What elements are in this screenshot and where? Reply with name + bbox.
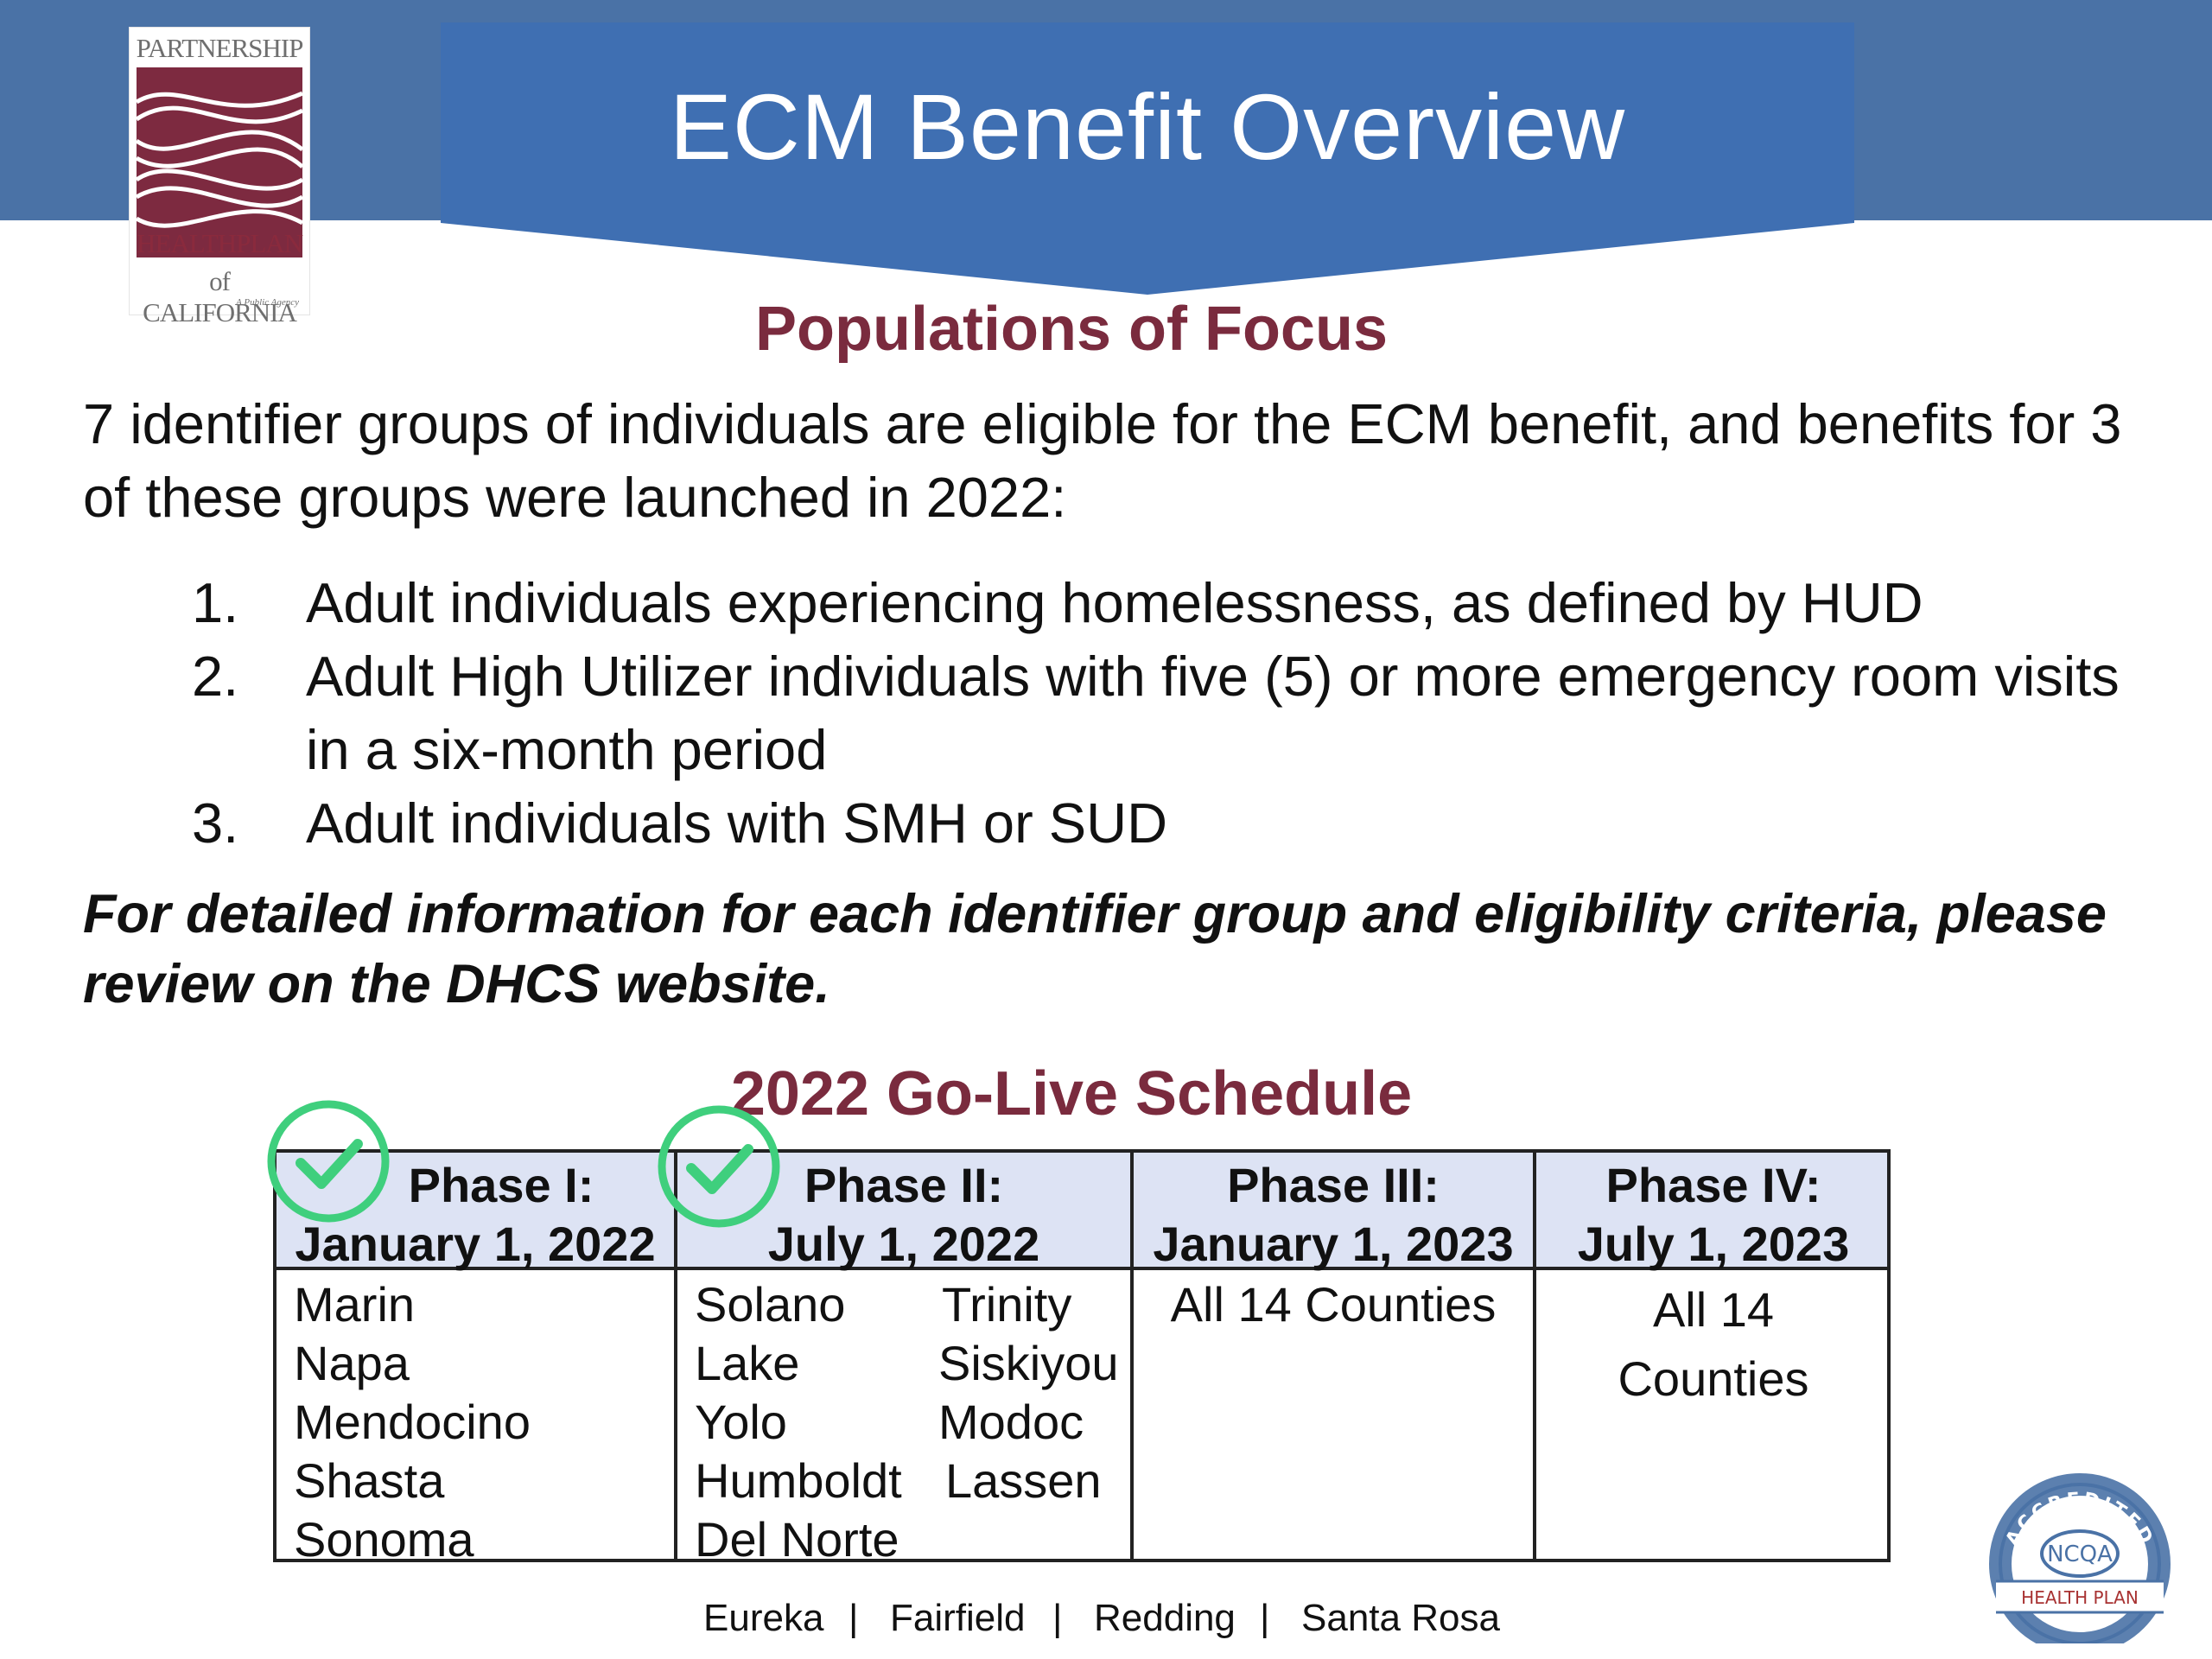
county-text: Counties [1618,1351,1809,1406]
schedule-table: Phase I: January 1, 2022 Phase II: July … [273,1149,1891,1567]
phase-3-counties: All 14 Counties [1170,1277,1497,1332]
phase-2-header: Phase II: July 1, 2022 [677,1156,1130,1274]
phase-2-counties-left: Solano Lake Yolo Humboldt Del Norte [695,1275,902,1569]
list-text: Adult High Utilizer individuals with fiv… [306,645,2120,781]
phase-label: Phase II: [804,1158,1004,1212]
logo-top-text: PARTNERSHIP [136,33,304,63]
identifier-group-list: 1. Adult individuals experiencing homele… [192,566,2127,860]
column-divider [1533,1153,1536,1559]
county-name: Lassen [945,1453,1102,1508]
phase-date: July 1, 2023 [1577,1217,1850,1271]
phase-2-counties-right: Trinity Siskiyou Modoc Lassen [938,1275,1119,1510]
partnership-logo: PARTNERSHIP HEALTHPLAN of CALIFORNIA A P… [130,28,309,327]
list-number: 1. [192,571,239,634]
badge-bottom-text: HEALTH PLAN [2021,1587,2139,1608]
phase-1-header: Phase I: January 1, 2022 [276,1156,674,1274]
footer-city: Fairfield [890,1597,1026,1639]
footer-city: Eureka [703,1597,824,1639]
phase-4-header: Phase IV: July 1, 2023 [1536,1156,1891,1274]
dhcs-note: For detailed information for each identi… [83,884,2107,1014]
check-circle-icon [658,1105,780,1228]
list-item: 1. Adult individuals experiencing homele… [192,566,2127,639]
list-number: 2. [192,645,239,708]
county-name: Lake [695,1336,800,1390]
phase-date: January 1, 2022 [295,1217,656,1271]
county-name: Mendocino [294,1395,531,1449]
list-number: 3. [192,791,239,855]
table-header-row [276,1153,1887,1270]
list-text: Adult individuals with SMH or SUD [306,791,1168,855]
footer-separator: | [849,1597,859,1639]
footer-separator: | [1052,1597,1063,1639]
county-text: All 14 [1652,1282,1775,1337]
county-name: Siskiyou [938,1336,1119,1390]
footer-separator: | [1260,1597,1270,1639]
logo-agency-text: A Public Agency [236,297,299,308]
county-name: Shasta [294,1453,445,1508]
county-name: Yolo [695,1395,787,1449]
phase-label: Phase IV: [1605,1158,1821,1212]
list-text: Adult individuals experiencing homelessn… [306,571,1923,634]
phase-3-header: Phase III: January 1, 2023 [1134,1156,1533,1274]
phase-1-counties: Marin Napa Mendocino Shasta Sonoma [294,1275,531,1569]
county-name: Marin [294,1277,416,1332]
county-name: Solano [695,1277,846,1332]
county-name: Del Norte [695,1512,899,1567]
county-name: Sonoma [294,1512,474,1567]
badge-center-text: NCQA [2047,1541,2113,1567]
populations-heading: Populations of Focus [755,295,1388,364]
phase-date: July 1, 2022 [767,1217,1040,1271]
list-item: 2. Adult High Utilizer individuals with … [192,639,2127,786]
footer-city: Santa Rosa [1301,1597,1500,1639]
ncqa-accredited-badge-icon: ACCREDITED NCQA HEALTH PLAN [1989,1473,2171,1643]
banner-shape [441,22,1854,295]
column-divider [1130,1153,1134,1559]
phase-label: Phase I: [408,1158,594,1212]
phase-4-counties: All 14 Counties [1536,1275,1891,1414]
footer-city: Redding [1094,1597,1236,1639]
list-item: 3. Adult individuals with SMH or SUD [192,786,2127,860]
intro-paragraph: 7 identifier groups of individuals are e… [83,392,2122,529]
county-name: Modoc [938,1395,1084,1449]
county-name: Humboldt [695,1453,902,1508]
check-circle-icon [267,1100,390,1223]
county-name: Napa [294,1336,410,1390]
schedule-heading: 2022 Go-Live Schedule [730,1059,1413,1128]
logo-healthplan-text: HEALTHPLAN [137,228,303,258]
logo-state-text: of CALIFORNIA [143,266,297,327]
title-banner: ECM Benefit Overview [441,22,1854,295]
phase-label: Phase III: [1227,1158,1440,1212]
page-title: ECM Benefit Overview [669,74,1626,179]
column-divider [674,1153,677,1559]
logo-weave-icon [137,67,302,257]
phase-date: January 1, 2023 [1153,1217,1514,1271]
county-name: Trinity [942,1277,1072,1332]
